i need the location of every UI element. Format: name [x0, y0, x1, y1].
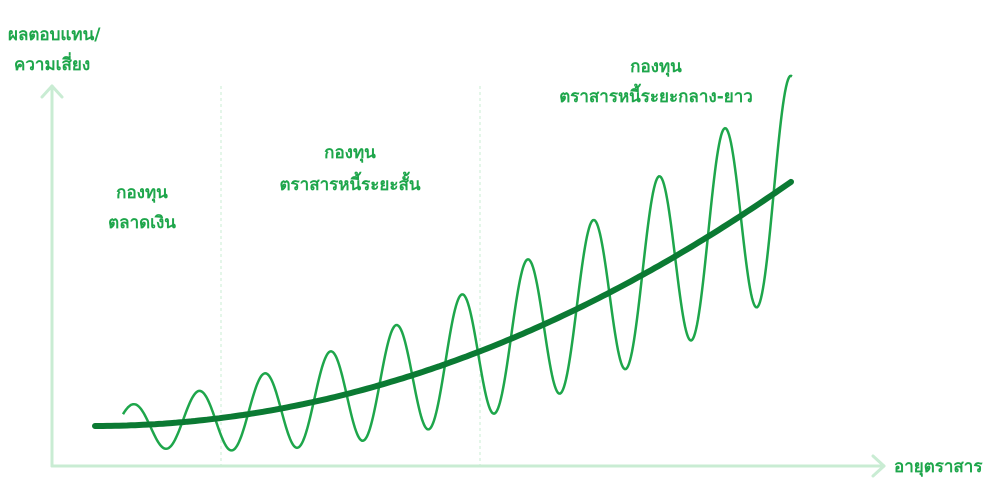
x-axis-label: อายุตราสาร — [894, 457, 983, 477]
region-label: ตราสารหนี้ระยะสั้น — [280, 171, 421, 195]
y-axis-label: ความเสี่ยง — [14, 52, 90, 75]
region-label: ตราสารหนี้ระยะกลาง-ยาว — [559, 83, 753, 107]
region-label: กองทุน — [324, 143, 376, 163]
y-axis-label: ผลตอบแทน/ — [8, 25, 101, 45]
y-arrow — [40, 84, 64, 99]
region-label: กองทุน — [630, 57, 682, 77]
axes — [40, 84, 886, 478]
region-label: กองทุน — [116, 183, 168, 203]
x-arrow — [871, 454, 886, 478]
region-label: ตลาดเงิน — [108, 213, 176, 233]
return-curve — [92, 178, 794, 429]
volatility-wave — [121, 74, 793, 452]
